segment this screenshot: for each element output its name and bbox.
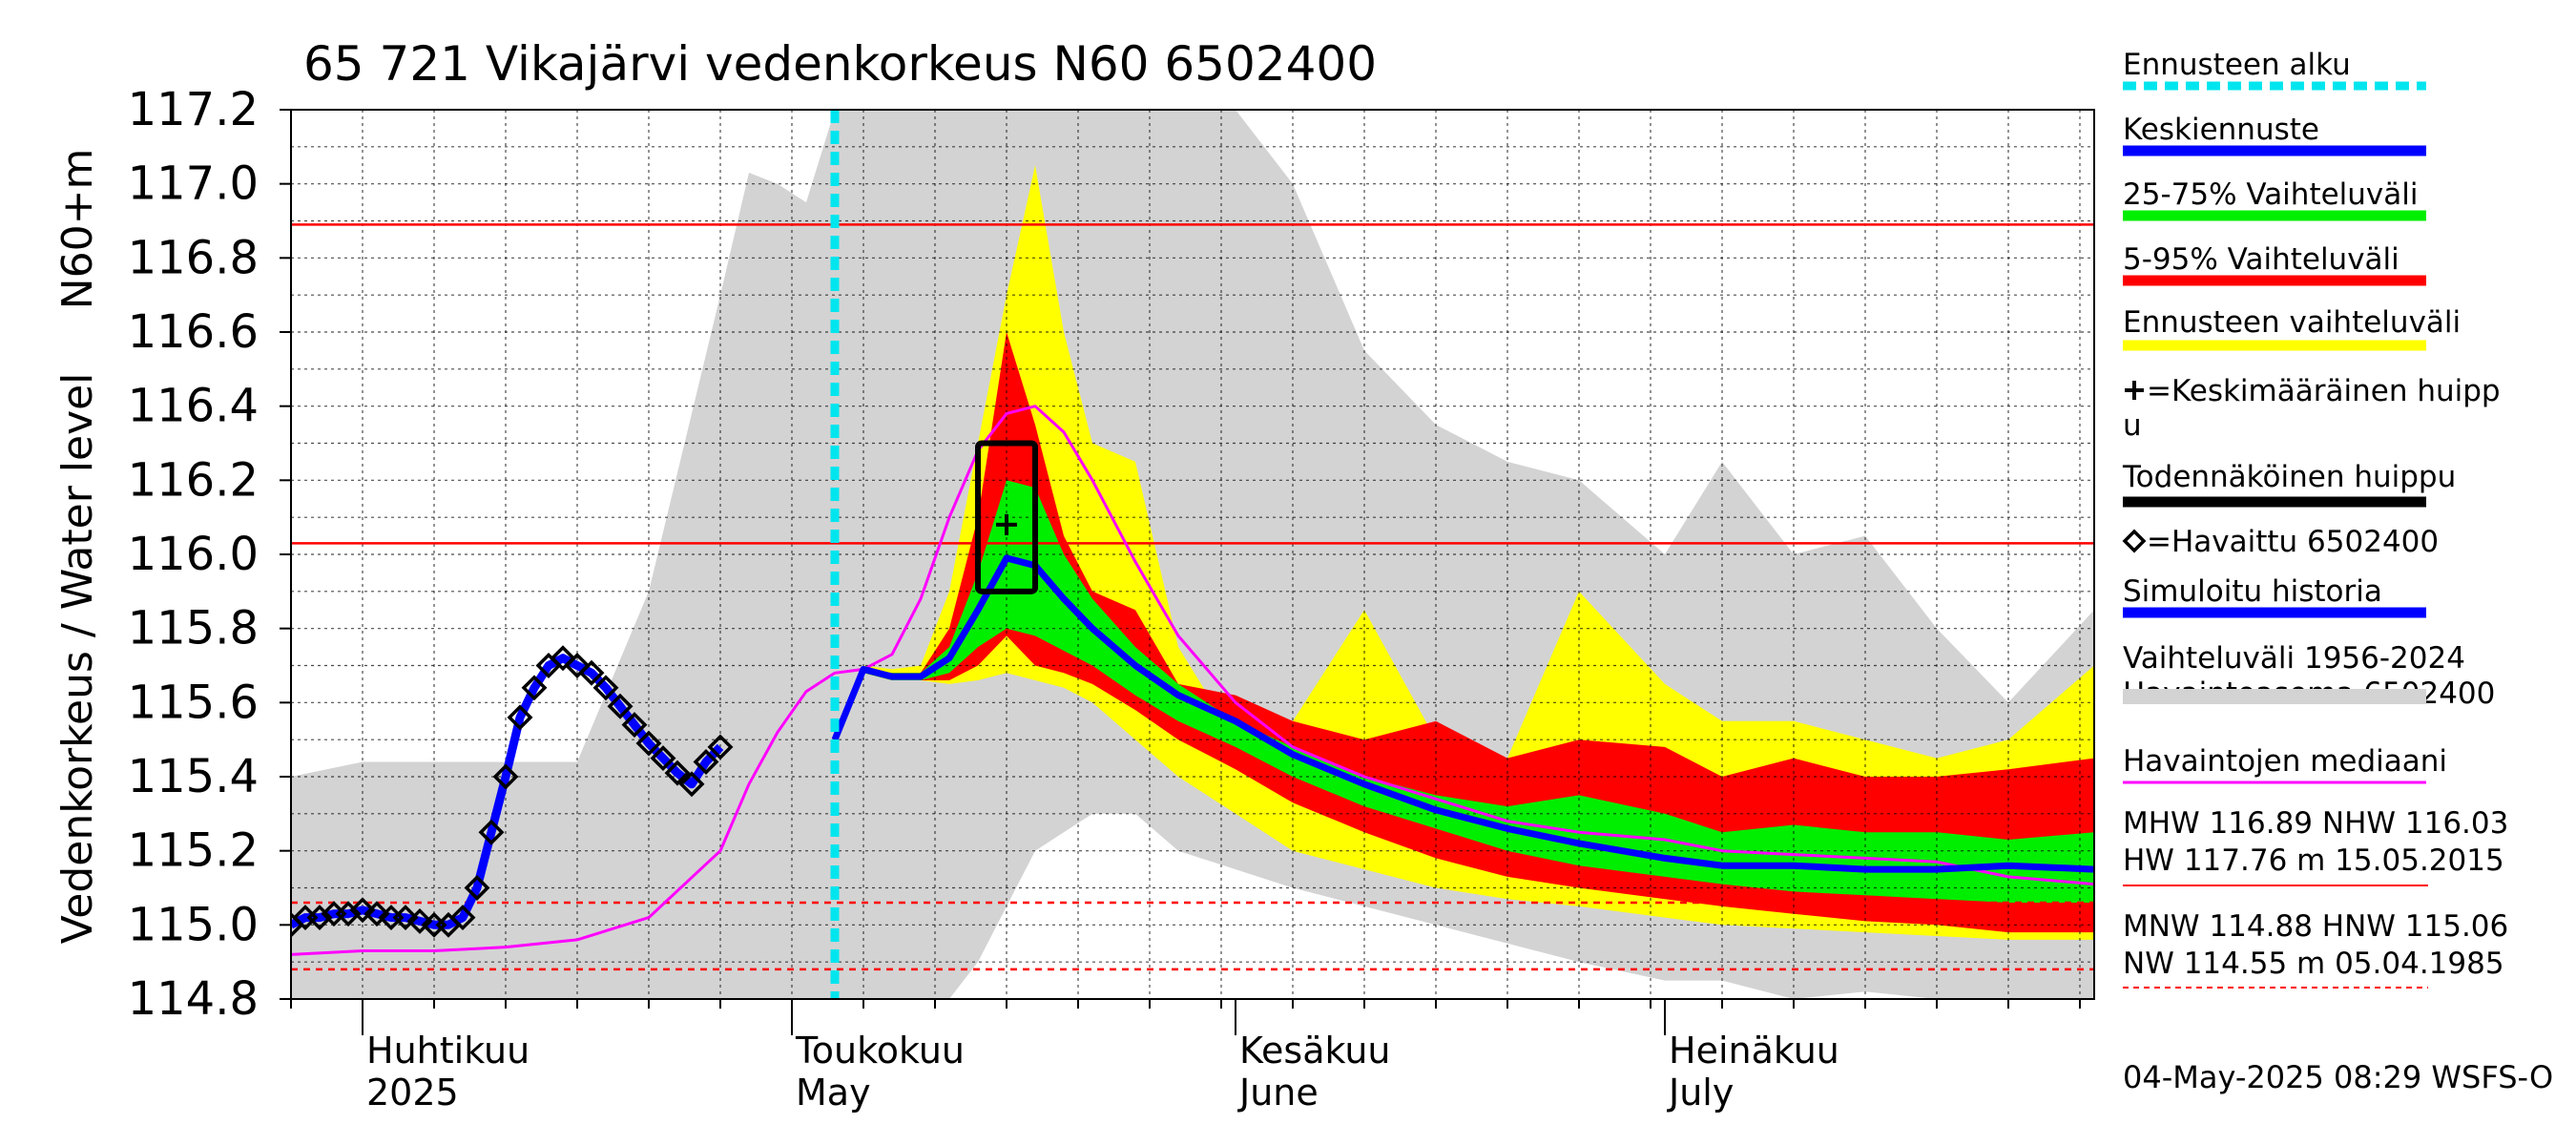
plot-area bbox=[290, 109, 2095, 1000]
legend-label: Simuloitu historia bbox=[2123, 574, 2382, 609]
y-tick-label: 116.0 bbox=[128, 528, 259, 581]
observed-point bbox=[564, 653, 591, 678]
legend-label: Ennusteen vaihteluväli bbox=[2123, 305, 2461, 340]
observed-point bbox=[550, 645, 576, 672]
legend-label: Vaihteluväli 1956-2024 bbox=[2123, 641, 2465, 676]
observed-point bbox=[306, 905, 333, 931]
y-tick-label: 115.2 bbox=[128, 824, 259, 878]
y-tick-label: 115.4 bbox=[128, 750, 259, 803]
mean-peak-marker bbox=[996, 513, 1017, 535]
legend-label: 25-75% Vaihteluväli bbox=[2123, 177, 2419, 212]
observed-point bbox=[578, 659, 605, 686]
chart-title: 65 721 Vikajärvi vedenkorkeus N60 650240… bbox=[303, 36, 1377, 92]
observed-point bbox=[521, 675, 548, 701]
legend-label-cont: u bbox=[2123, 408, 2142, 443]
simulated-history-line bbox=[291, 654, 724, 929]
y-tick-label: 115.6 bbox=[128, 676, 259, 729]
x-month-sublabel: June bbox=[1237, 1072, 1319, 1114]
y-tick-label: 117.0 bbox=[128, 157, 259, 211]
x-month-label: Kesäkuu bbox=[1239, 1030, 1391, 1072]
legend-label: Todennäköinen huippu bbox=[2122, 460, 2456, 494]
y-tick-label: 115.8 bbox=[128, 602, 259, 656]
y-axis-label: Vedenkorkeus / Water level bbox=[53, 373, 102, 945]
y-tick-label: 114.8 bbox=[128, 972, 259, 1026]
legend: Ennusteen alku Keskiennuste 25-75% Vaihtel… bbox=[2122, 48, 2501, 784]
legend-diamond-icon bbox=[2122, 529, 2147, 553]
legend-label: Havaintojen mediaani bbox=[2123, 744, 2447, 779]
stats-low-line-2: NW 114.55 m 05.04.1985 bbox=[2123, 947, 2504, 981]
observed-point bbox=[507, 704, 533, 731]
legend-plus-icon bbox=[2125, 381, 2144, 400]
probable-peak-box bbox=[975, 440, 1038, 594]
plot-layers bbox=[291, 110, 2094, 999]
observed-point bbox=[650, 745, 676, 772]
x-month-label: Toukokuu bbox=[795, 1030, 965, 1072]
observed-point bbox=[464, 875, 490, 901]
observed-median-line bbox=[291, 405, 2094, 956]
observed-point bbox=[449, 905, 476, 931]
y-tick-label: 117.2 bbox=[128, 83, 259, 136]
stats-low-line-1: MNW 114.88 HNW 115.06 bbox=[2123, 909, 2508, 944]
x-month-sublabel: 2025 bbox=[366, 1072, 459, 1114]
x-month-sublabel: May bbox=[796, 1072, 871, 1114]
legend-label: =Havaittu 6502400 bbox=[2147, 525, 2439, 559]
y-tick-label: 116.8 bbox=[128, 231, 259, 284]
observed-point bbox=[335, 901, 362, 927]
observed-point bbox=[707, 734, 734, 760]
x-month-label: Huhtikuu bbox=[366, 1030, 530, 1072]
observed-point bbox=[664, 760, 691, 786]
legend-label: Ennusteen alku bbox=[2123, 48, 2351, 82]
footer-timestamp: 04-May-2025 08:29 WSFS-O bbox=[2123, 1059, 2553, 1095]
legend-label: 5-95% Vaihteluväli bbox=[2123, 242, 2399, 277]
y-axis-unit-label: N60+m bbox=[53, 149, 102, 310]
observed-point bbox=[478, 819, 505, 845]
legend-label: Keskiennuste bbox=[2123, 113, 2319, 147]
observed-point bbox=[349, 897, 376, 924]
observed-point bbox=[592, 675, 619, 701]
y-tick-label: 115.0 bbox=[128, 898, 259, 951]
stats-high-line-2: HW 117.76 m 15.05.2015 bbox=[2123, 843, 2504, 878]
x-month-label: Heinäkuu bbox=[1669, 1030, 1839, 1072]
band-5-95 bbox=[835, 332, 2094, 933]
observed-point bbox=[621, 712, 648, 739]
observed-point bbox=[492, 763, 519, 790]
x-month-sublabel: July bbox=[1667, 1072, 1734, 1114]
mean-forecast-line bbox=[831, 554, 2094, 873]
observed-point bbox=[693, 748, 719, 775]
observed-point bbox=[392, 905, 419, 931]
observed-point bbox=[607, 693, 634, 719]
y-axis-ticks: 114.8 115.0 115.2 115.4 115.6 115.8 116.0 116.2… bbox=[128, 83, 291, 1026]
observed-point bbox=[635, 730, 662, 757]
observed-point bbox=[406, 907, 433, 934]
stats-high-line-1: MHW 116.89 NHW 116.03 bbox=[2123, 806, 2508, 841]
y-tick-label: 116.2 bbox=[128, 453, 259, 507]
legend-label: =Keskimääräinen huipp bbox=[2147, 374, 2501, 408]
y-tick-label: 116.4 bbox=[128, 380, 259, 433]
observed-point bbox=[678, 771, 705, 798]
observed-point bbox=[364, 901, 390, 927]
y-tick-label: 116.6 bbox=[128, 305, 259, 359]
